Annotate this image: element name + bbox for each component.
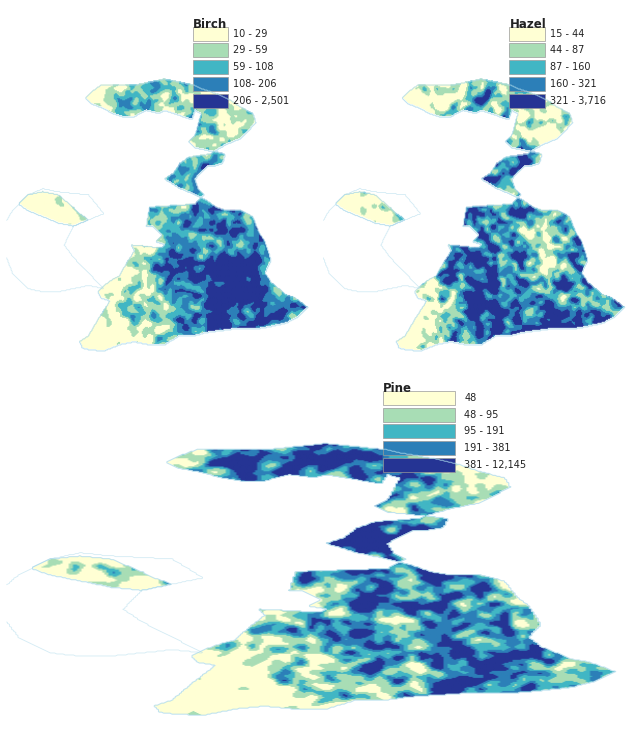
- Text: Pine: Pine: [383, 382, 412, 395]
- Bar: [193, 61, 228, 74]
- Bar: [193, 94, 228, 108]
- Text: 160 - 321: 160 - 321: [550, 79, 596, 89]
- Text: 95 - 191: 95 - 191: [464, 426, 505, 437]
- Bar: [383, 391, 455, 405]
- Text: 10 - 29: 10 - 29: [233, 28, 268, 39]
- Text: 108- 206: 108- 206: [233, 79, 276, 89]
- Bar: [383, 441, 455, 455]
- Text: 29 - 59: 29 - 59: [233, 45, 268, 55]
- Bar: [509, 43, 545, 58]
- Bar: [383, 408, 455, 421]
- Text: 44 - 87: 44 - 87: [550, 45, 584, 55]
- Bar: [509, 94, 545, 108]
- Text: 321 - 3,716: 321 - 3,716: [550, 95, 606, 106]
- Text: Birch: Birch: [193, 17, 227, 31]
- Text: 48: 48: [464, 393, 477, 402]
- Text: 381 - 12,145: 381 - 12,145: [464, 460, 526, 470]
- Bar: [509, 26, 545, 41]
- Bar: [383, 424, 455, 438]
- Bar: [509, 61, 545, 74]
- Bar: [193, 77, 228, 91]
- Text: 59 - 108: 59 - 108: [233, 62, 273, 72]
- Text: 48 - 95: 48 - 95: [464, 410, 499, 420]
- Text: 87 - 160: 87 - 160: [550, 62, 590, 72]
- Text: Hazel: Hazel: [509, 17, 546, 31]
- Bar: [383, 458, 455, 472]
- Text: 206 - 2,501: 206 - 2,501: [233, 95, 289, 106]
- Bar: [509, 77, 545, 91]
- Text: 191 - 381: 191 - 381: [464, 443, 511, 453]
- Bar: [193, 43, 228, 58]
- Bar: [193, 26, 228, 41]
- Text: 15 - 44: 15 - 44: [550, 28, 584, 39]
